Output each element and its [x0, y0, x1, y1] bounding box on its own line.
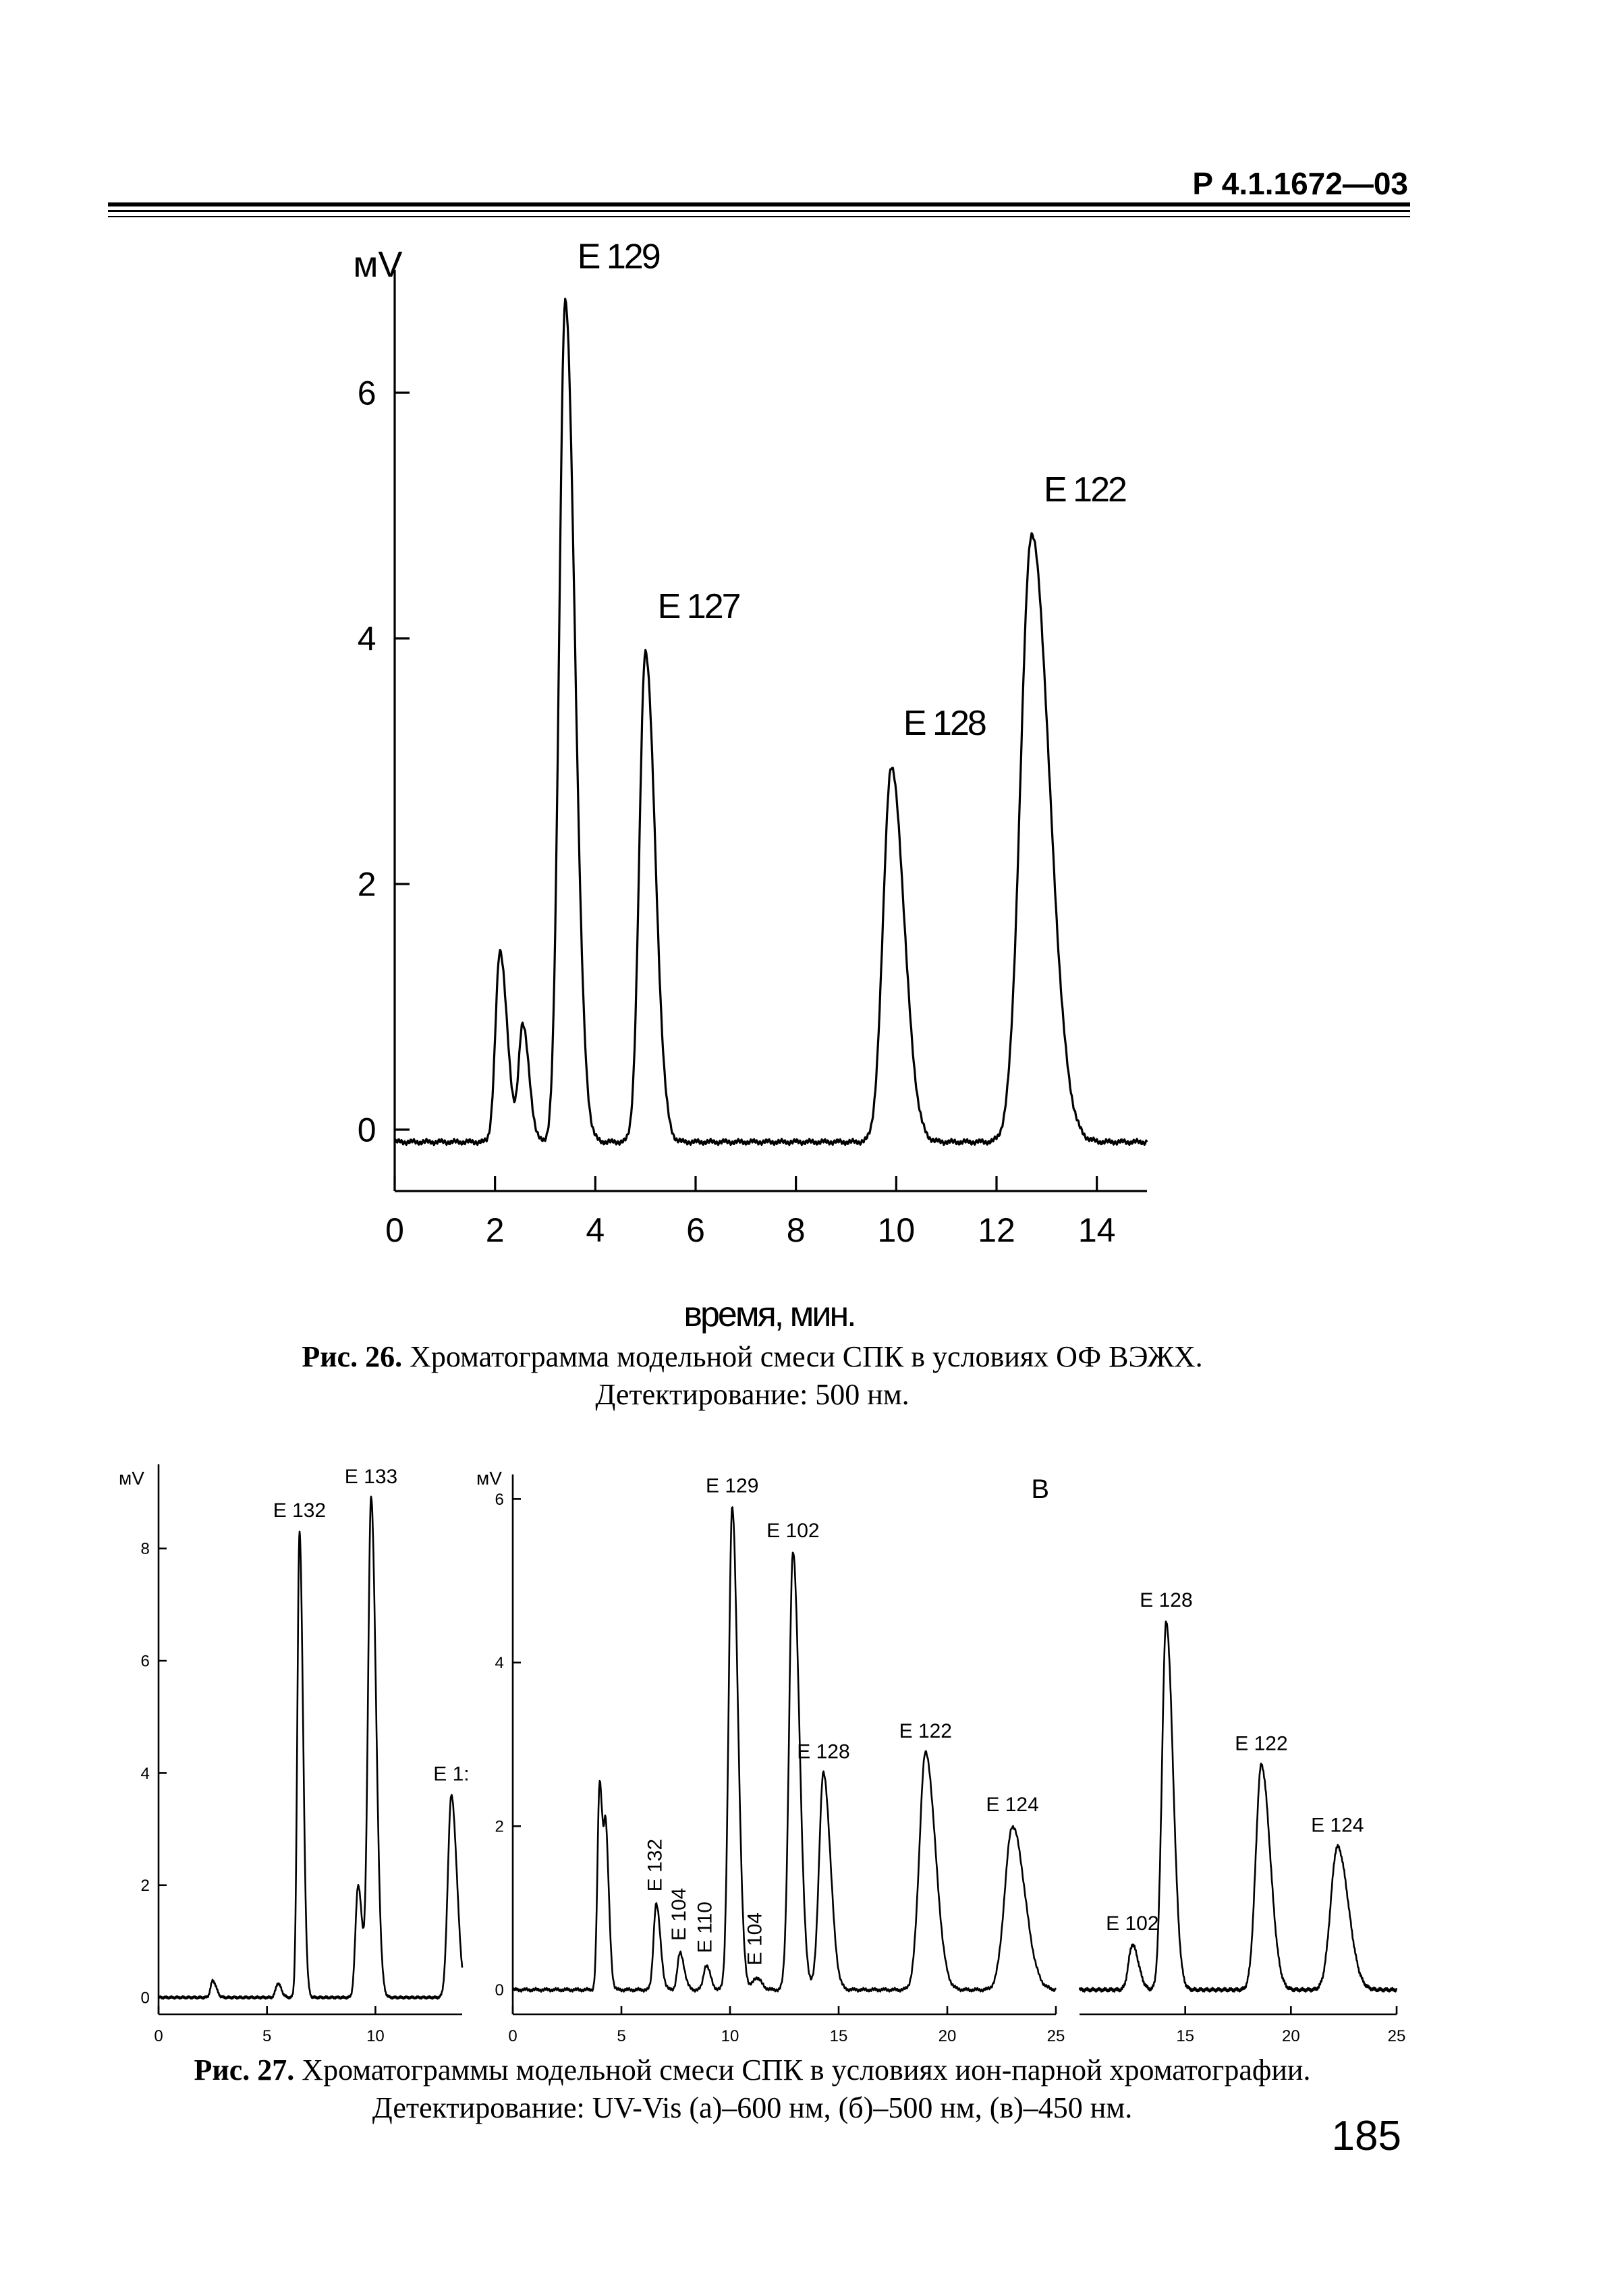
fig27b-peak-label: E 129 [706, 1474, 758, 1497]
fig27b-peak-label: E 132 [644, 1839, 667, 1891]
fig27b-peak-label: E 102 [766, 1520, 819, 1542]
fig26-x-axis-label: время, мин. [683, 1295, 854, 1334]
fig27a-signal-trace [157, 1495, 464, 2000]
figure27-caption: Рис. 27. Хроматограммы модельной смеси С… [0, 2051, 1505, 2127]
fig27a-y-axis-label: мV [119, 1468, 144, 1489]
fig27a-peak-label: E 132 [273, 1499, 326, 1522]
fig26-x-tick-label: 10 [878, 1211, 916, 1249]
fig27a-x-tick-label: 5 [262, 2027, 271, 2045]
fig27a-x-tick-label: 0 [154, 2027, 163, 2045]
fig26-y-tick-label: 0 [358, 1111, 376, 1149]
fig27b-peak-label: E 128 [797, 1740, 849, 1763]
fig27c-x-tick-label: 25 [1388, 2027, 1406, 2045]
fig27b-x-tick-label: 0 [508, 2027, 517, 2045]
fig27b-signal-trace [511, 1506, 1057, 1993]
fig26-signal-trace [393, 298, 1148, 1146]
fig26-y-tick-label: 4 [358, 620, 376, 658]
figure27-caption-line1: Хроматограммы модельной смеси СПК в усло… [302, 2053, 1311, 2087]
fig27b-x-tick-label: 20 [939, 2027, 957, 2045]
fig26-y-tick-label: 6 [358, 375, 376, 412]
figure27-caption-number: Рис. 27. [194, 2053, 295, 2087]
fig26-y-tick-label: 2 [358, 866, 376, 904]
figure26-caption-number: Рис. 26. [302, 1340, 403, 1373]
fig27b-x-tick-label: 15 [830, 2027, 848, 2045]
fig27c-peak-label: E 102 [1106, 1912, 1158, 1935]
fig27b-panel-label: B [1031, 1474, 1049, 1504]
fig27b-x-tick-label: 5 [617, 2027, 625, 2045]
fig27c-x-tick-label: 15 [1176, 2027, 1194, 2045]
fig26-peak-label: E 129 [578, 237, 660, 276]
fig26-x-tick-label: 2 [486, 1211, 505, 1249]
fig27b-peak-label: E 104 [744, 1912, 766, 1965]
fig26-x-tick-label: 0 [385, 1211, 404, 1249]
fig26-x-tick-label: 12 [978, 1211, 1015, 1249]
fig27c-peak-label: E 122 [1235, 1732, 1287, 1755]
fig27b-y-tick-label: 0 [495, 1981, 503, 1999]
figure27-caption-line2: Детектирование: UV-Vis (а)–600 нм, (б)–5… [372, 2091, 1133, 2124]
fig27b-y-axis-label: мV [476, 1468, 502, 1489]
fig27b-y-tick-label: 4 [495, 1654, 503, 1672]
fig27a-y-tick-label: 4 [140, 1765, 149, 1783]
fig27b-x-tick-label: 10 [721, 2027, 739, 2045]
fig27b-peak-label: E 110 [694, 1902, 717, 1953]
fig27b-x-tick-label: 25 [1047, 2027, 1065, 2045]
fig27a-y-tick-label: 2 [140, 1877, 149, 1895]
fig27a-peak-label: E 133 [345, 1466, 397, 1488]
fig27b-peak-label: E 104 [668, 1888, 690, 1941]
fig26-peak-label: E 128 [903, 704, 986, 743]
fig27b-peak-label: E 124 [986, 1794, 1038, 1816]
page-number: 185 [1331, 2113, 1401, 2159]
figure26-caption-line1: Хроматограмма модельной смеси СПК в усло… [410, 1340, 1203, 1373]
fig26-x-tick-label: 6 [686, 1211, 705, 1249]
fig27c-peak-label: E 128 [1140, 1589, 1192, 1611]
header-rule-thin-2 [108, 216, 1410, 217]
fig27a-y-tick-label: 8 [140, 1540, 149, 1558]
document-code: Р 4.1.1672—03 [1192, 166, 1408, 201]
fig26-peak-label: E 127 [658, 587, 740, 626]
header-rule-thin [108, 210, 1410, 212]
fig27c-peak-label: E 124 [1311, 1815, 1364, 1837]
fig27c-x-tick-label: 20 [1282, 2027, 1300, 2045]
fig27a-x-tick-label: 10 [366, 2027, 385, 2045]
fig26-x-tick-label: 8 [787, 1211, 806, 1249]
fig27a-y-tick-label: 0 [140, 1989, 149, 2007]
fig27b-peak-label: E 122 [899, 1720, 952, 1742]
fig26-x-tick-label: 4 [586, 1211, 605, 1249]
header-rule-thick [108, 202, 1410, 206]
fig26-y-axis-label: мV [353, 244, 402, 285]
fig27a-peak-label: E 1: [433, 1763, 469, 1786]
fig27b-y-tick-label: 6 [495, 1491, 503, 1509]
fig26-x-tick-label: 14 [1078, 1211, 1116, 1249]
fig27c-signal-trace [1078, 1620, 1398, 1993]
fig26-peak-label: E 122 [1044, 470, 1126, 509]
fig27b-y-tick-label: 2 [495, 1818, 503, 1836]
figure26-caption-line2: Детектирование: 500 нм. [595, 1378, 909, 1411]
fig27a-y-tick-label: 6 [140, 1652, 149, 1670]
figure26-caption: Рис. 26. Хроматограмма модельной смеси С… [0, 1338, 1505, 1414]
